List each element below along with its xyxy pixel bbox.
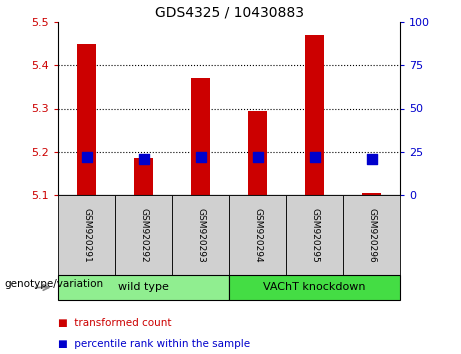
Point	[311, 154, 318, 160]
Point	[140, 156, 147, 161]
Bar	[286, 195, 343, 275]
Point	[83, 154, 90, 160]
Bar	[58, 275, 229, 300]
Text: GSM920292: GSM920292	[139, 208, 148, 262]
Text: GSM920295: GSM920295	[310, 208, 319, 262]
Bar	[248, 111, 267, 195]
Text: ■  transformed count: ■ transformed count	[58, 318, 171, 328]
Text: GSM920296: GSM920296	[367, 208, 376, 262]
Title: GDS4325 / 10430883: GDS4325 / 10430883	[154, 5, 303, 19]
Point	[254, 154, 261, 160]
Bar	[361, 193, 381, 195]
Text: GSM920294: GSM920294	[253, 208, 262, 262]
Text: genotype/variation: genotype/variation	[5, 279, 104, 289]
Bar	[77, 44, 96, 195]
Bar	[229, 275, 400, 300]
Bar	[229, 195, 286, 275]
Bar	[343, 195, 400, 275]
Bar	[115, 195, 172, 275]
Text: GSM920293: GSM920293	[196, 208, 205, 262]
Text: wild type: wild type	[118, 282, 169, 292]
Point	[368, 156, 375, 161]
Bar	[172, 195, 229, 275]
Text: GSM920291: GSM920291	[82, 208, 91, 262]
Text: ■  percentile rank within the sample: ■ percentile rank within the sample	[58, 339, 250, 349]
Bar	[134, 158, 154, 195]
Bar	[190, 78, 211, 195]
Bar	[305, 35, 325, 195]
Point	[197, 154, 204, 160]
Bar	[58, 195, 115, 275]
Text: VAChT knockdown: VAChT knockdown	[263, 282, 366, 292]
